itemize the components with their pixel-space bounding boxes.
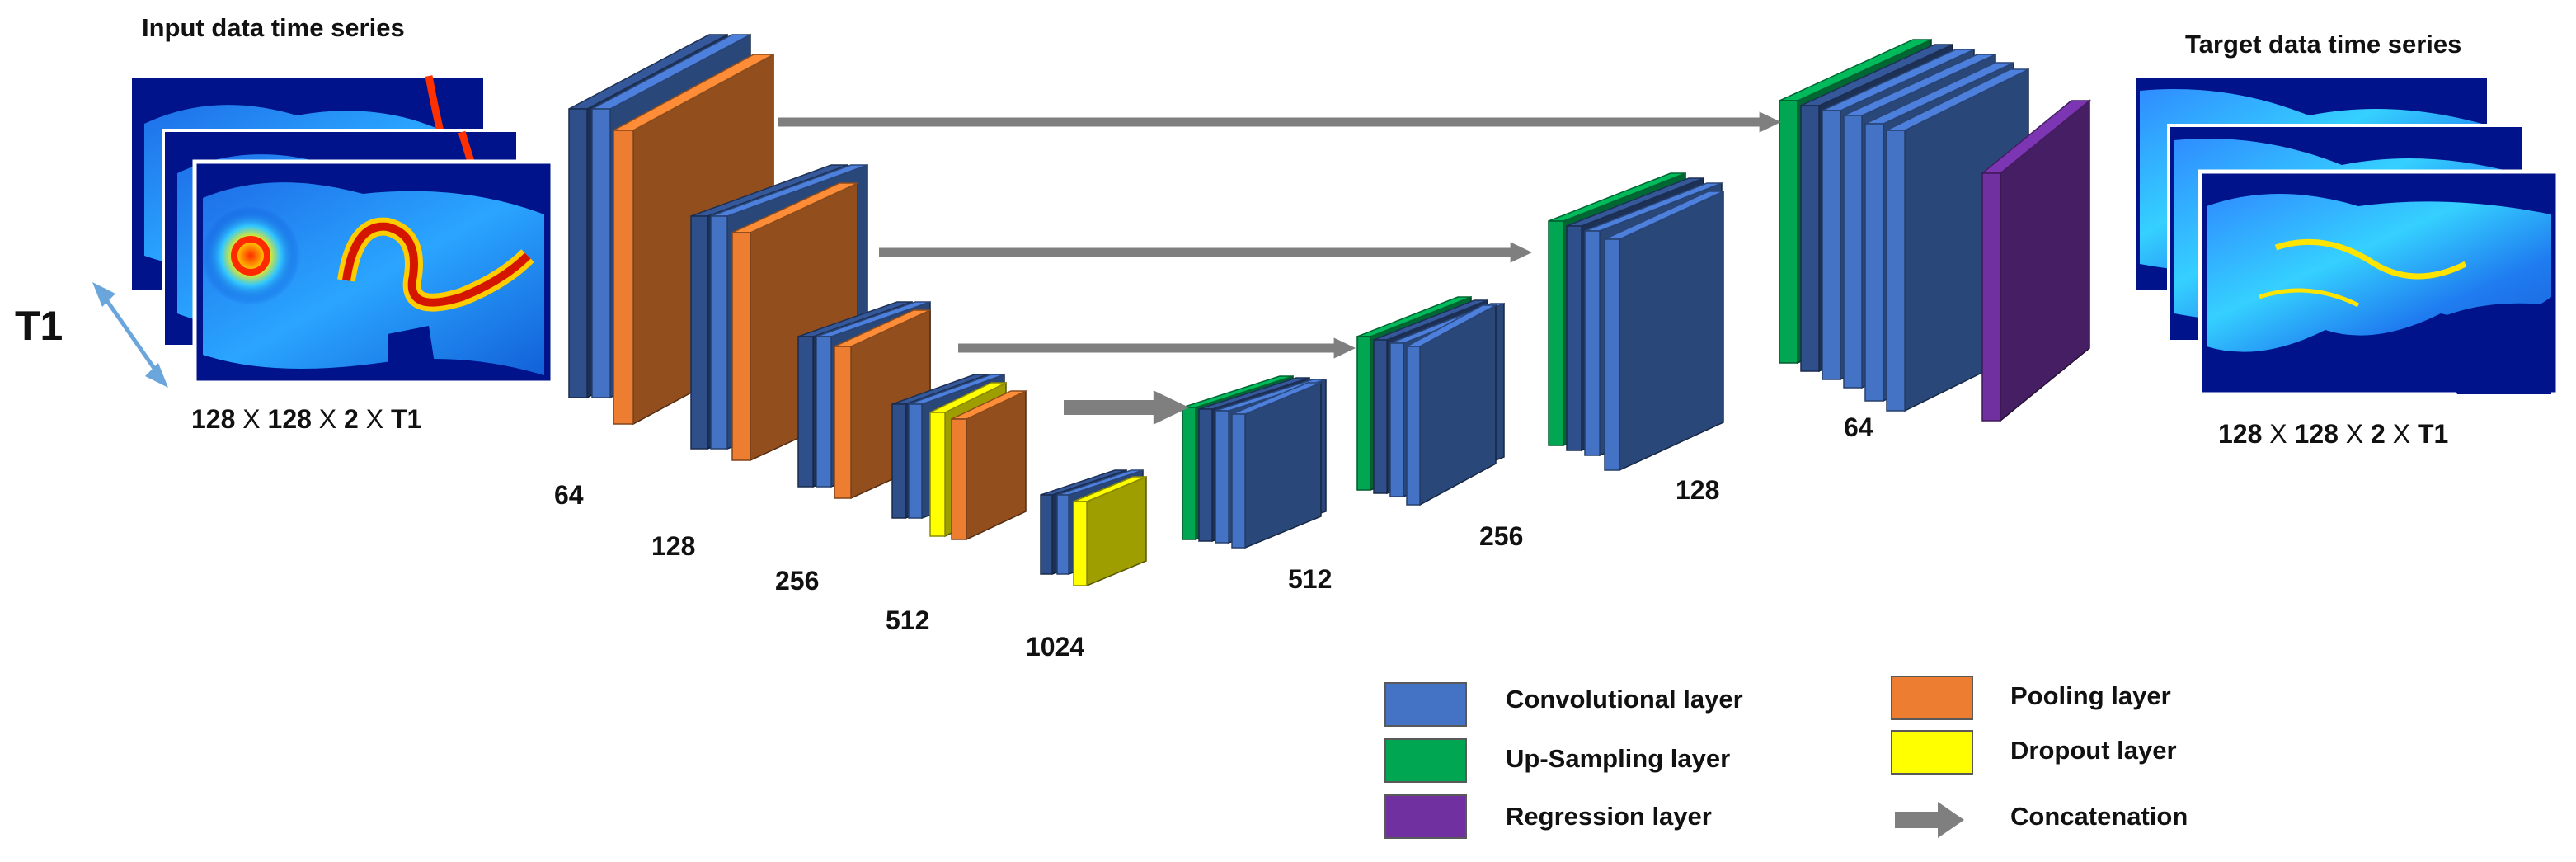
enc3-conv-a-front [797,336,814,488]
enc4-conv-a-front [891,403,906,519]
input-shape-x2: X [318,404,337,434]
target-map-front [2198,169,2560,397]
enc2-conv-a-front [690,215,708,450]
encoder-label-256: 256 [775,566,820,596]
bottleneck-conv-a-front [1040,494,1053,575]
regression-layer-front [1981,172,2001,422]
input-map-stack [129,74,555,385]
dec3-up-front [1548,220,1564,446]
target-shape-a: 128 [2218,419,2263,449]
t1-double-arrow [92,282,168,388]
legend-swatch-pooling [1891,676,1973,720]
encoder-label-64: 64 [554,480,584,510]
target-shape-b: 128 [2294,419,2339,449]
dec1-up-front [1182,407,1196,540]
enc1-conv-b-front [591,108,611,398]
legend-swatches [1384,676,1973,839]
dec3-conv-c [1604,190,1724,472]
legend-arrow-icon [1895,802,1964,838]
legend-swatch-convolutional [1384,682,1467,727]
encoder-label-128: 128 [651,531,696,561]
legend-label-convolutional: Convolutional layer [1506,685,1743,714]
concat-arrow-512 [1064,390,1189,425]
decoder-label-256: 256 [1479,521,1524,551]
enc1-pool-front [613,130,634,425]
decoder-label-128: 128 [1676,475,1720,505]
dec1-conv-a-front [1198,408,1213,542]
enc2-pool-front [731,232,751,461]
enc2-conv-b-front [710,215,728,450]
concat-arrow-256 [958,337,1356,359]
dec1-conv-c-front [1231,413,1246,549]
enc4-pool-front [951,418,967,540]
concat-arrow-64 [778,111,1781,133]
dec2-up-front [1356,336,1371,491]
dec4-conv-c-front [1843,115,1863,389]
decoder-label-512: 512 [1288,564,1333,594]
dec2-conv-c-front [1406,346,1421,506]
dec1-conv-c [1231,381,1322,549]
input-shape-x3: X [365,404,384,434]
dec4-conv-a-front [1800,105,1820,372]
input-shape-label: 128 X 128 X 2 X T1 [191,404,421,435]
legend-label-dropout: Dropout layer [2010,736,2177,765]
legend-label-regression: Regression layer [1506,802,1712,831]
input-shape-d: T1 [390,404,422,434]
target-shape-d: T1 [2417,419,2449,449]
target-shape-x1: X [2269,419,2287,449]
concatenation-arrows [778,111,1781,425]
legend-swatch-regression [1384,794,1467,839]
target-title: Target data time series [2185,30,2462,59]
bottleneck-conv-b-front [1056,494,1069,575]
enc3-pool-front [834,346,852,499]
dec4-up-front [1779,100,1798,364]
input-shape-a: 128 [191,404,236,434]
dec4-conv-d-front [1864,123,1884,402]
target-shape-x3: X [2392,419,2411,449]
enc4-conv-b-front [908,403,923,519]
regression-layer [1980,99,2092,422]
dec1-conv-b-front [1215,410,1229,544]
concat-arrow-128 [879,242,1532,263]
target-shape-x2: X [2345,419,2364,449]
decoder-label-64: 64 [1844,412,1873,442]
encoder-label-1024: 1024 [1026,632,1085,662]
encoder-label-512: 512 [886,605,930,635]
enc4-pool [951,389,1027,541]
legend-swatch-upsampling [1384,738,1467,783]
input-title: Input data time series [142,13,405,42]
legend-label-concatenation: Concatenation [2010,802,2188,831]
bottleneck-dropout-front [1073,501,1088,586]
dec3-conv-c-side [1619,190,1724,472]
target-shape-label: 128 X 128 X 2 X T1 [2218,419,2448,450]
dec3-conv-c-front [1604,238,1620,471]
input-shape-b: 128 [267,404,312,434]
target-map-stack [2132,74,2560,397]
dec3-conv-b-front [1584,230,1601,456]
enc1-conv-a-front [568,108,588,398]
legend-label-upsampling: Up-Sampling layer [1506,744,1731,773]
input-shape-c: 2 [344,404,359,434]
enc3-conv-b-front [816,336,832,488]
enc4-dropout-front [929,412,946,537]
input-shape-x1: X [242,404,261,434]
legend-label-pooling: Pooling layer [2010,681,2171,710]
dec3-conv-a-front [1566,225,1582,451]
dec2-conv-a-front [1373,339,1388,494]
dec2-conv-c [1406,304,1497,506]
input-map-front [192,159,555,385]
dec2-conv-b-front [1389,342,1404,497]
layer-blocks [568,33,2092,587]
t1-axis-label: T1 [15,303,63,349]
dec4-conv-b-front [1822,110,1841,380]
target-shape-c: 2 [2371,419,2386,449]
legend-swatch-dropout [1891,730,1973,775]
bottleneck-dropout [1073,475,1147,587]
dec4-conv-e-front [1886,130,1906,412]
